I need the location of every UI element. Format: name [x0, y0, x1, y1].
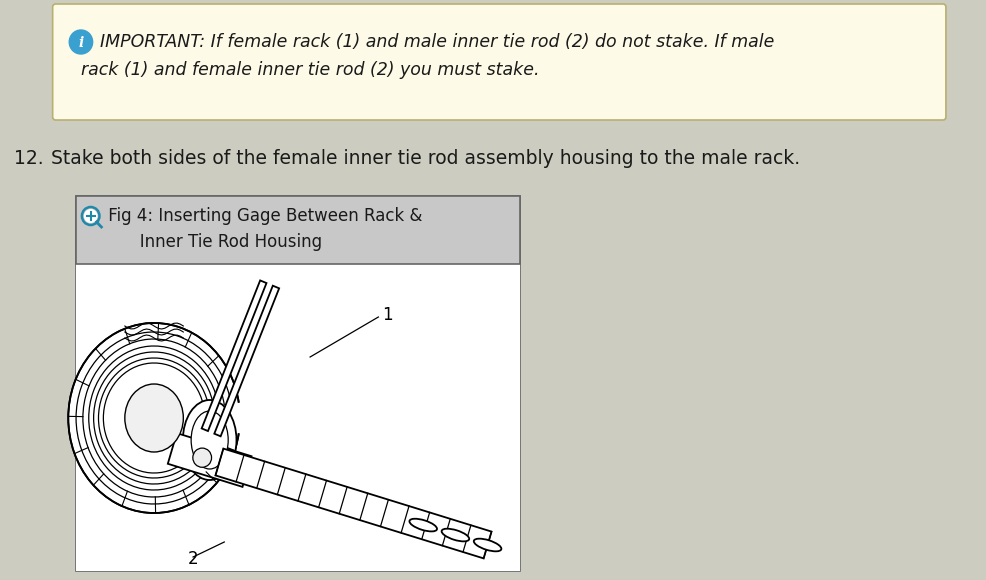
Polygon shape — [201, 280, 266, 431]
Text: 12.: 12. — [14, 148, 43, 168]
Bar — [76, 264, 520, 571]
Polygon shape — [215, 448, 491, 559]
Polygon shape — [214, 286, 279, 436]
Text: rack (1) and female inner tie rod (2) you must stake.: rack (1) and female inner tie rod (2) yo… — [81, 61, 539, 79]
Ellipse shape — [473, 539, 501, 552]
Bar — [76, 196, 520, 264]
Ellipse shape — [409, 519, 437, 531]
Ellipse shape — [441, 529, 468, 541]
Text: Inner Tie Rod Housing: Inner Tie Rod Housing — [104, 233, 322, 251]
Text: i: i — [78, 36, 84, 50]
Text: Fig 4: Inserting Gage Between Rack &: Fig 4: Inserting Gage Between Rack & — [104, 207, 422, 225]
Ellipse shape — [191, 411, 228, 469]
Ellipse shape — [124, 384, 183, 452]
Ellipse shape — [192, 448, 211, 467]
Text: Stake both sides of the female inner tie rod assembly housing to the male rack.: Stake both sides of the female inner tie… — [50, 148, 799, 168]
Text: IMPORTANT: If female rack (1) and male inner tie rod (2) do not stake. If male: IMPORTANT: If female rack (1) and male i… — [101, 33, 774, 51]
Text: 2: 2 — [188, 550, 198, 568]
Bar — [76, 196, 520, 571]
Ellipse shape — [196, 452, 207, 463]
Ellipse shape — [182, 400, 237, 480]
Polygon shape — [168, 433, 251, 487]
Text: 1: 1 — [382, 306, 392, 324]
FancyBboxPatch shape — [52, 4, 945, 120]
Ellipse shape — [68, 323, 240, 513]
Circle shape — [84, 209, 98, 223]
Circle shape — [69, 30, 93, 54]
